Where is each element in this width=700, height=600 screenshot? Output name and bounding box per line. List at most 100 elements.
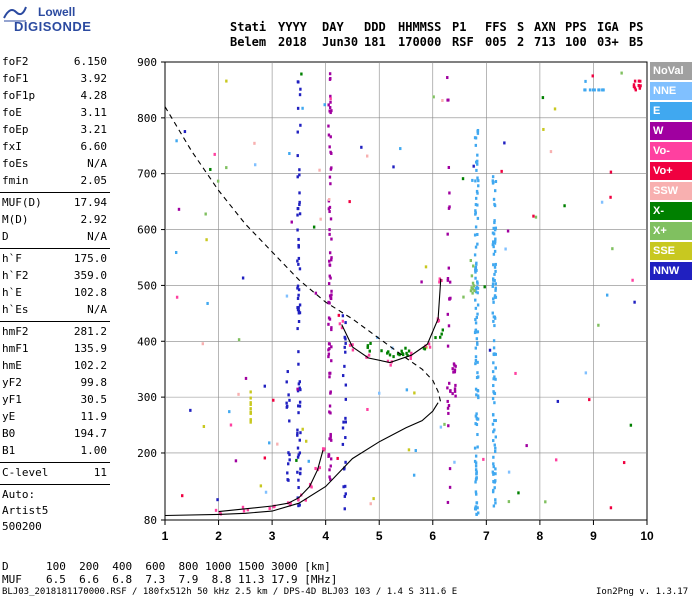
echo-point — [296, 428, 299, 432]
header-label-8: AXN — [534, 20, 556, 34]
echo-point — [398, 353, 401, 357]
echo-point — [401, 353, 405, 357]
param-value: 99.8 — [80, 376, 108, 389]
echo-point — [491, 282, 495, 286]
echo-point — [298, 438, 301, 442]
header-label-9: PPS — [565, 20, 587, 34]
header-value-3: 181 — [364, 35, 386, 49]
echo-point — [605, 293, 609, 297]
echo-point — [492, 252, 496, 256]
param-name: foEs — [2, 157, 29, 170]
legend-item-noval: NoVal — [650, 62, 692, 80]
echo-point — [446, 399, 449, 403]
echo-point — [366, 345, 369, 349]
param-name: yF1 — [2, 393, 22, 406]
echo-point — [298, 173, 301, 177]
echo-point — [297, 498, 300, 502]
y-tick-label: 400 — [137, 335, 157, 348]
header-label-10: IGA — [597, 20, 619, 34]
echo-point — [492, 413, 495, 417]
echo-point — [437, 318, 441, 322]
echo-point — [532, 214, 535, 218]
echo-point — [369, 341, 372, 345]
echo-point — [249, 411, 252, 415]
echo-point — [492, 197, 496, 201]
echo-point — [493, 221, 496, 225]
echo-point — [474, 454, 478, 458]
echo-point — [494, 419, 497, 423]
echo-point — [475, 315, 478, 319]
echo-point — [637, 83, 640, 87]
echo-point — [330, 256, 333, 260]
echo-point — [329, 76, 332, 80]
echo-point — [329, 182, 332, 186]
echo-point — [638, 85, 642, 89]
echo-point — [296, 154, 299, 158]
echo-point — [448, 381, 451, 385]
echo-point — [474, 387, 478, 391]
muf-label: MUF — [2, 573, 22, 586]
echo-point — [476, 330, 480, 334]
echo-point — [476, 232, 479, 236]
echo-point — [494, 180, 498, 184]
param-name: C-level — [2, 466, 49, 479]
echo-point — [327, 300, 330, 304]
echo-point — [296, 259, 299, 263]
echo-point — [297, 382, 301, 386]
echo-point — [446, 76, 449, 80]
echo-point — [404, 346, 407, 350]
echo-point — [290, 220, 293, 224]
echo-point — [286, 404, 289, 408]
echo-point — [448, 467, 452, 471]
echo-point — [448, 191, 451, 195]
echo-point — [475, 423, 479, 427]
echo-point — [446, 278, 450, 282]
echo-point — [476, 131, 480, 135]
echo-point — [296, 431, 299, 435]
echo-point — [367, 353, 371, 357]
param-divider — [0, 248, 110, 249]
echo-point — [477, 396, 480, 400]
echo-point — [263, 384, 266, 388]
header-value-9: 100 — [565, 35, 587, 49]
echo-point — [553, 107, 557, 111]
header-label-3: DDD — [364, 20, 386, 34]
echo-point — [492, 465, 495, 469]
param-name: h`E — [2, 286, 22, 299]
param-value: 6.60 — [80, 140, 108, 153]
echo-point — [474, 468, 478, 472]
echo-point — [351, 343, 354, 347]
echo-point — [205, 238, 208, 242]
echo-point — [473, 233, 477, 237]
echo-point — [493, 443, 496, 447]
echo-point — [473, 136, 477, 140]
echo-point — [491, 311, 494, 315]
echo-point — [344, 383, 348, 387]
y-tick-label: 500 — [137, 279, 157, 292]
param-divider — [0, 462, 110, 463]
echo-point — [295, 458, 298, 462]
echo-point — [314, 291, 318, 295]
echo-point — [296, 470, 299, 474]
param-value: 3.21 — [80, 123, 108, 136]
echo-point — [369, 502, 372, 506]
echo-point — [181, 494, 184, 498]
echo-point — [452, 370, 455, 374]
echo-point — [298, 93, 302, 97]
param-row: yF2 99.8 — [2, 376, 107, 393]
echo-point — [474, 346, 478, 350]
echo-point — [405, 351, 408, 355]
echo-point — [276, 442, 279, 446]
echo-point — [323, 103, 326, 107]
param-row: h`F2 359.0 — [2, 269, 107, 286]
echo-point — [474, 266, 478, 270]
echo-point — [298, 303, 302, 307]
echo-point — [330, 345, 333, 349]
param-value: 102.8 — [73, 286, 107, 299]
echo-point — [492, 472, 495, 476]
echo-point — [447, 404, 451, 408]
echo-point — [476, 394, 480, 398]
echo-point — [388, 353, 392, 357]
echo-point — [296, 433, 299, 437]
echo-point — [299, 431, 302, 435]
